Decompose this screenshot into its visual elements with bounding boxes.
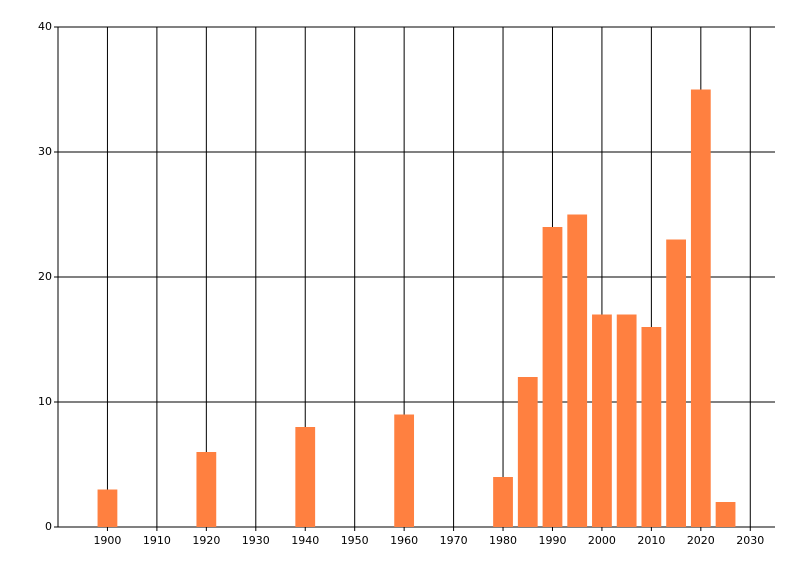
bar <box>592 314 612 527</box>
x-tick-label: 1940 <box>291 534 319 547</box>
y-tick-label: 0 <box>45 520 52 533</box>
x-tick-label: 2030 <box>736 534 764 547</box>
x-tick-label: 1970 <box>440 534 468 547</box>
bar <box>616 314 637 527</box>
bar <box>542 227 563 527</box>
bar <box>715 502 736 527</box>
y-tick-label: 20 <box>38 270 52 283</box>
bar <box>666 239 686 527</box>
x-tick-label: 1950 <box>341 534 369 547</box>
bar <box>493 477 513 527</box>
x-tick-label: 1990 <box>538 534 566 547</box>
x-tick-label: 1910 <box>143 534 171 547</box>
bar <box>641 327 662 527</box>
x-tick-label: 1900 <box>93 534 121 547</box>
y-tick-label: 10 <box>38 395 52 408</box>
x-tick-label: 2000 <box>588 534 616 547</box>
bar <box>567 214 588 527</box>
bar <box>394 414 415 527</box>
x-tick-label: 2010 <box>637 534 665 547</box>
bar <box>690 89 711 527</box>
y-tick-label: 30 <box>38 145 52 158</box>
x-tick-label: 1960 <box>390 534 418 547</box>
bar <box>97 489 118 527</box>
bar <box>517 377 538 527</box>
bar <box>196 452 217 527</box>
x-tick-label: 1930 <box>242 534 270 547</box>
bar <box>295 427 316 527</box>
y-tick-label: 40 <box>38 20 52 33</box>
x-tick-label: 2020 <box>687 534 715 547</box>
x-tick-label: 1980 <box>489 534 517 547</box>
x-tick-label: 1920 <box>192 534 220 547</box>
